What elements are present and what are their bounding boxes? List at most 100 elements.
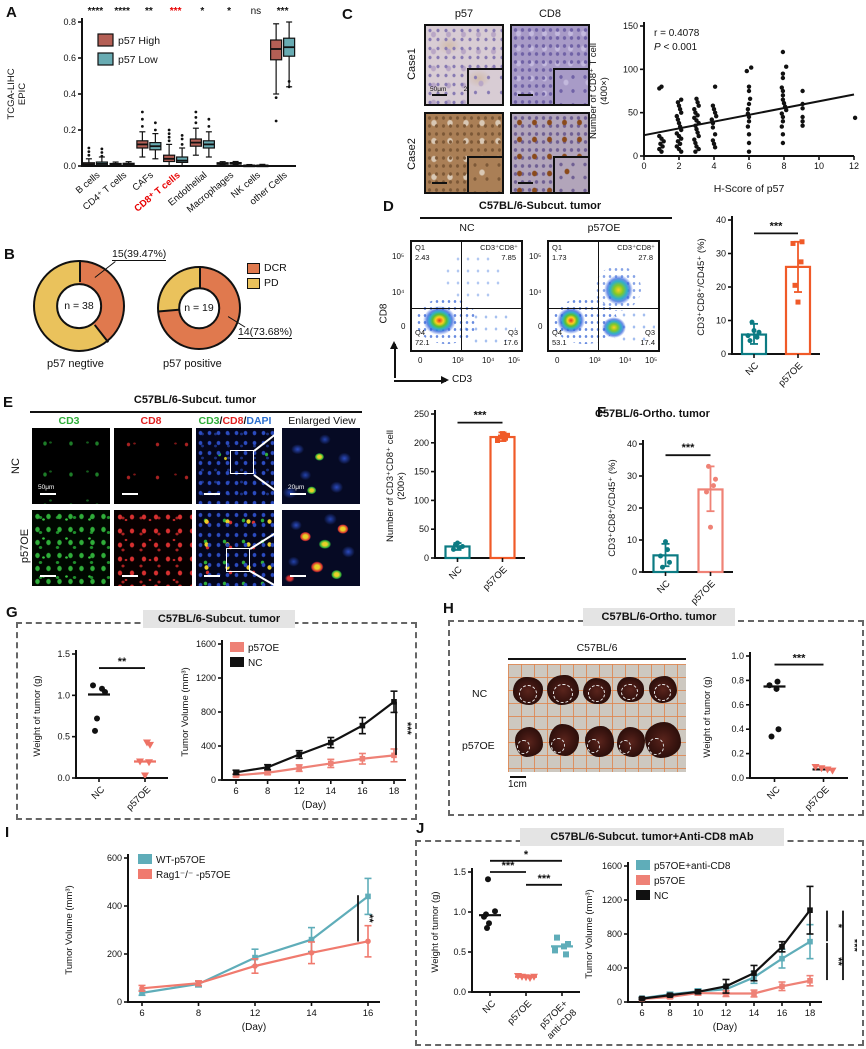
tumor-volume-line-rag1: 0 200 400 600 Tumor Volume (mm³) 6 8 12 14 16 (Day…	[58, 836, 403, 1044]
panel-f-title: C57BL/6-Ortho. tumor	[595, 408, 710, 420]
svg-text:30: 30	[716, 249, 726, 259]
tumor-weight-dotplot-anticd8: 0.0 0.5 1.0 1.5 Weight of tumor (g) NC p57OE p5…	[428, 849, 588, 1049]
xtick: 10⁴	[482, 356, 495, 365]
svg-text:100: 100	[414, 495, 429, 505]
panel-f-label: F	[597, 404, 607, 421]
svg-text:8: 8	[196, 1008, 201, 1019]
svg-text:0.0: 0.0	[453, 987, 466, 997]
scalebar	[122, 492, 138, 495]
xtick: 10⁵	[645, 356, 658, 365]
q3-label: Q3	[644, 327, 655, 337]
quadrant-line	[549, 307, 658, 310]
svg-text:***: ***	[848, 939, 857, 953]
ihc-inset	[467, 68, 502, 104]
svg-text:1200: 1200	[602, 895, 622, 905]
svg-text:40: 40	[716, 215, 726, 225]
q1-label: Q1	[415, 243, 426, 252]
svg-text:Weight of tumor (g): Weight of tumor (g)	[702, 676, 713, 757]
cd3cd8-count-bar: 0 50 100 150 200 250 Number of CD3⁺CD8⁺ cell (2…	[383, 398, 533, 598]
quadrant-line	[598, 242, 600, 350]
q2-value: 27.8	[638, 253, 653, 262]
cd8-p57-correlation-scatter: 0 50 100 150 Number of CD8⁺ T cell (400×) 0 2 4 6…	[586, 4, 864, 198]
svg-text:1600: 1600	[602, 861, 622, 871]
response-donuts: n = 38 n = 19 15(39.47%) 14(73.68%) p57 …	[0, 240, 310, 390]
tumor	[548, 724, 579, 757]
svg-text:Weight of tumor (g): Weight of tumor (g)	[430, 891, 441, 972]
scalebar	[518, 181, 533, 184]
svg-text:1.0: 1.0	[453, 907, 466, 917]
panel-f: C57BL/6-Ortho. tumor 0 10 20 30 40 CD3⁺CD8⁺/C…	[555, 402, 765, 607]
tumor	[584, 725, 614, 757]
svg-text:Tumor Volume (mm³): Tumor Volume (mm³)	[64, 885, 75, 974]
ihc-case1-cd8	[510, 24, 590, 106]
svg-text:NC: NC	[744, 360, 762, 378]
svg-text:0.0: 0.0	[63, 161, 76, 171]
ihc-inset	[553, 68, 588, 104]
q2-label: CD3⁺CD8⁺	[617, 243, 655, 252]
svg-text:NC: NC	[765, 784, 783, 802]
if-col-merge: CD3/CD8/DAPI	[194, 415, 276, 427]
svg-text:0: 0	[117, 997, 122, 1007]
ihc-row-case1: Case1	[405, 48, 418, 80]
photo-header-line	[508, 658, 686, 660]
svg-text:Number of CD3⁺CD8⁺ cell: Number of CD3⁺CD8⁺ cell	[385, 430, 396, 542]
donut-p57-positive: n = 19	[157, 266, 241, 350]
tumor-volume-line-subcut: 0 400 800 1200 1600 Tumor Volume (mm³) 6 8 12 14 1…	[178, 630, 418, 818]
svg-text:****: ****	[88, 6, 104, 17]
svg-text:8: 8	[265, 786, 270, 797]
if-col-cd3: CD3	[58, 415, 80, 427]
svg-text:250: 250	[414, 409, 429, 419]
svg-text:14: 14	[749, 1008, 760, 1019]
svg-text:**: **	[363, 914, 375, 923]
merge-cd8: CD8	[222, 415, 244, 427]
q3-value: 17.6	[503, 337, 518, 347]
svg-text:P < 0.001: P < 0.001	[654, 42, 698, 53]
pd-swatch	[247, 277, 260, 289]
ihc-inset	[553, 156, 588, 192]
svg-text:0.0: 0.0	[731, 773, 744, 783]
scalebar-50um: 50μm	[38, 484, 55, 491]
panel-a-label: A	[6, 4, 17, 21]
panel-c-label: C	[342, 6, 353, 23]
dcr-label: DCR	[264, 262, 287, 274]
xtick: 10⁴	[619, 356, 632, 365]
svg-text:***: ***	[474, 410, 488, 422]
svg-text:8: 8	[781, 161, 786, 171]
xtick: 10³	[589, 356, 601, 365]
svg-text:20: 20	[716, 282, 726, 292]
group-nc: NC	[459, 222, 475, 234]
svg-text:p57 Low: p57 Low	[118, 54, 158, 66]
tumor	[648, 675, 677, 703]
if-col-cd8: CD8	[140, 415, 162, 427]
svg-text:0.2: 0.2	[63, 125, 76, 135]
svg-text:2: 2	[676, 161, 681, 171]
svg-text:18: 18	[805, 1008, 816, 1019]
svg-text:600: 600	[107, 853, 122, 863]
svg-text:NC: NC	[654, 891, 668, 902]
svg-text:***: ***	[502, 860, 516, 872]
density-hotspot-cd3cd8	[603, 275, 633, 305]
svg-text:***: ***	[793, 653, 807, 665]
svg-text:8: 8	[667, 1008, 672, 1019]
svg-text:NC: NC	[90, 784, 108, 802]
svg-text:p57OE: p57OE	[803, 784, 832, 813]
svg-text:p57 High: p57 High	[118, 35, 160, 47]
svg-text:****: ****	[114, 6, 130, 17]
svg-text:Tumor Volume (mm³): Tumor Volume (mm³)	[180, 667, 191, 756]
donut2-caption: p57 positive	[163, 358, 222, 370]
svg-text:150: 150	[623, 21, 638, 31]
svg-text:Rag1⁻/⁻ -p57OE: Rag1⁻/⁻ -p57OE	[156, 870, 231, 881]
tumor	[513, 676, 544, 705]
flow-cytometry: C57BL/6-Subcut. tumor NC p57OE Q1 2.43 C…	[379, 196, 690, 392]
svg-text:H-Score of p57: H-Score of p57	[714, 183, 785, 195]
svg-text:Number of CD8⁺ T cell: Number of CD8⁺ T cell	[588, 43, 599, 139]
svg-text:(200×): (200×)	[396, 472, 407, 500]
cd3-axis-label: CD3	[452, 374, 473, 385]
svg-text:r = 0.4078: r = 0.4078	[654, 28, 700, 39]
svg-text:0: 0	[617, 997, 622, 1007]
ihc-row-case2: Case2	[405, 138, 418, 170]
if-image-grid: C57BL/6-Subcut. tumor CD3 CD8 CD3/CD8/DA…	[0, 392, 380, 606]
svg-text:12: 12	[250, 1008, 261, 1019]
svg-text:(Day): (Day)	[242, 1022, 266, 1033]
panel-d-label: D	[383, 198, 394, 215]
